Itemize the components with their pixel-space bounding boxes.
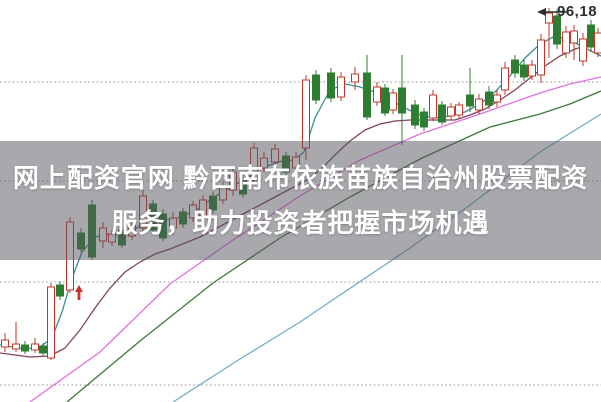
price-flag-label: 96,18	[557, 3, 598, 20]
buy-arrow-marker	[75, 285, 83, 300]
overlay-title-line1: 网上配资官网 黔西南布依族苗族自治州股票配资	[12, 162, 589, 193]
arrow-left-icon	[537, 8, 546, 16]
overlay-banner: 网上配资官网 黔西南布依族苗族自治州股票配资 服务，助力投资者把握市场机遇	[0, 141, 601, 260]
overlay-title-line2: 服务，助力投资者把握市场机遇	[111, 207, 490, 238]
